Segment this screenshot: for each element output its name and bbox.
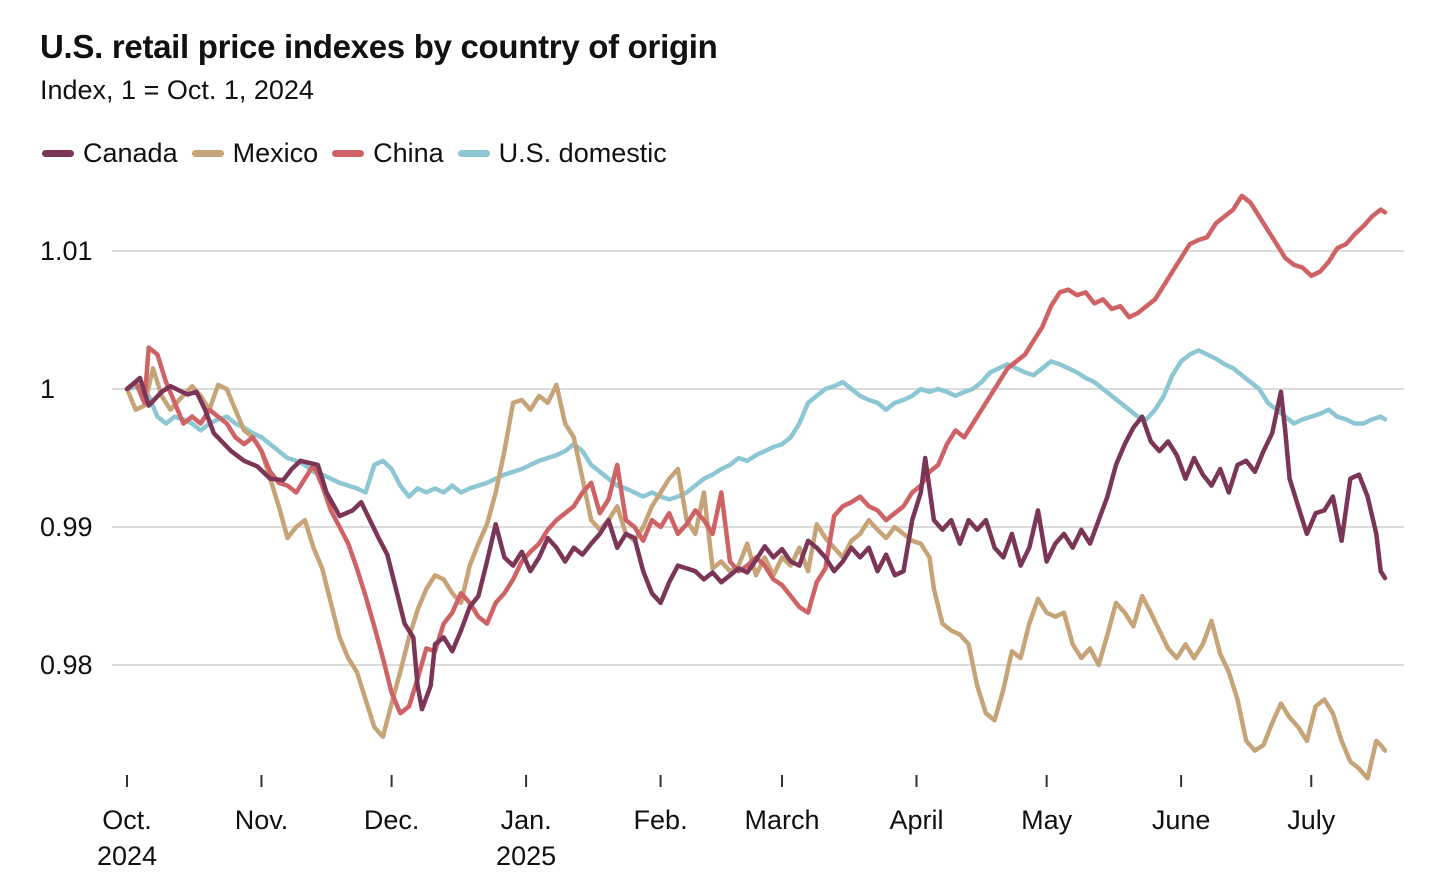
x-tick-year-label: 2024 [97,841,157,871]
x-tick-label: Dec. [364,805,420,835]
x-tick-label: Jan. [501,805,552,835]
x-tick-label: May [1021,805,1073,835]
series-line-canada [124,375,1388,712]
x-tick-label: March [745,805,820,835]
legend: Canada Mexico China U.S. domestic [42,138,681,169]
chart-subtitle: Index, 1 = Oct. 1, 2024 [40,75,314,105]
y-tick-label: 0.99 [40,512,93,542]
legend-label-mexico: Mexico [232,138,319,168]
legend-item-china: China [332,138,444,169]
x-tick-year-label: 2025 [496,841,556,871]
x-tick-label: Oct. [102,805,152,835]
gridlines [112,250,1404,666]
series-line-mexico [124,366,1388,781]
legend-swatch-mexico [191,150,224,157]
legend-label-china: China [373,138,444,168]
legend-item-us-domestic: U.S. domestic [457,138,667,169]
legend-swatch-canada [42,150,74,157]
legend-label-us-domestic: U.S. domestic [498,138,667,168]
y-tick-label: 1 [40,374,55,404]
x-axis: Oct. 2024 Nov. Dec. Jan. 2025 Feb. March April Ma… [97,775,1336,871]
x-tick-label: Nov. [235,805,289,835]
x-tick-label: July [1287,805,1336,835]
legend-item-mexico: Mexico [191,138,319,169]
y-axis-labels: 0.98 0.99 1 1.01 [40,236,93,680]
legend-label-canada: Canada [83,138,178,168]
chart-title: U.S. retail price indexes by country of … [40,28,718,65]
y-tick-label: 1.01 [40,236,93,266]
series-lines [124,193,1388,781]
x-tick-label: April [889,805,943,835]
series-line-u-s-domestic [124,348,1388,502]
x-tick-label: Feb. [634,805,688,835]
legend-swatch-us-domestic [457,150,490,157]
y-tick-label: 0.98 [40,650,93,680]
legend-item-canada: Canada [42,138,178,169]
x-tick-label: June [1152,805,1211,835]
legend-swatch-china [332,150,365,157]
